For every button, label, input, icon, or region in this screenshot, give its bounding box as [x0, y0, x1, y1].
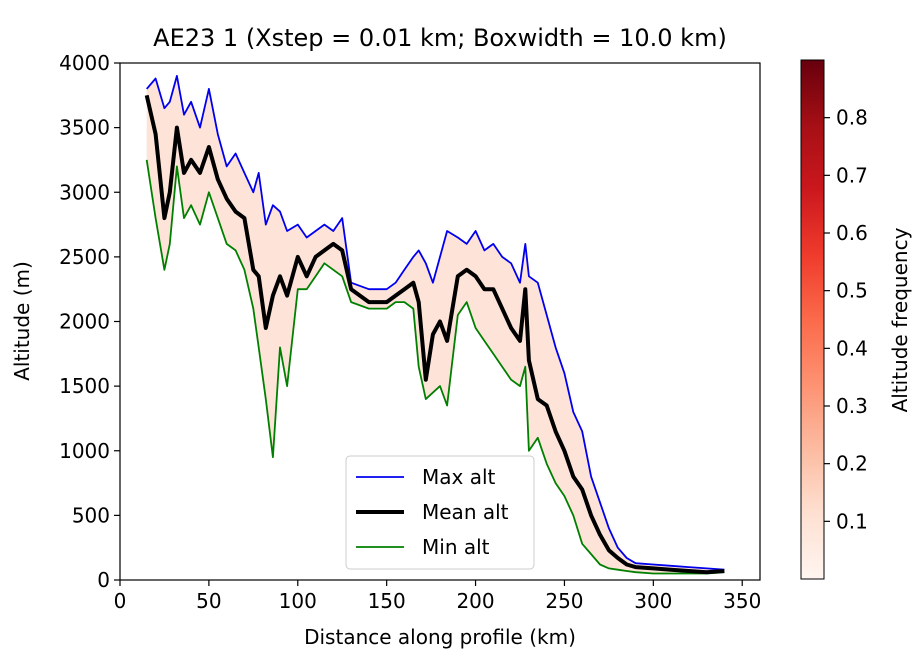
y-tick-label: 1000 [59, 439, 110, 463]
x-tick-label: 300 [634, 589, 672, 613]
x-tick-label: 200 [456, 589, 494, 613]
y-tick-label: 500 [72, 503, 110, 527]
y-axis-title: Altitude (m) [10, 261, 34, 381]
x-tick-label: 50 [196, 589, 221, 613]
colorbar-tick-label: 0.3 [836, 394, 868, 418]
legend: Max alt Mean alt Min alt [345, 455, 535, 570]
x-tick-label: 100 [279, 589, 317, 613]
y-tick-label: 3000 [59, 180, 110, 204]
y-tick-label: 2000 [59, 310, 110, 334]
legend-label: Max alt [422, 465, 496, 489]
colorbar-label: Altitude frequency [888, 227, 912, 412]
legend-box [345, 455, 535, 570]
x-tick-label: 150 [368, 589, 406, 613]
colorbar-tick-label: 0.6 [836, 221, 868, 245]
y-tick-label: 2500 [59, 245, 110, 269]
y-tick-label: 4000 [59, 51, 110, 75]
x-axis-title: Distance along profile (km) [304, 625, 576, 649]
series-line-max-alt [146, 75, 725, 571]
series-layer [144, 75, 725, 575]
colorbar-gradient [800, 59, 825, 580]
series-line-min-alt [145, 159, 725, 575]
y-axis: 0 500 1000 1500 2000 2500 3000 3500 4000 [59, 51, 120, 592]
colorbar-tick-label: 0.5 [836, 279, 868, 303]
frequency-band [146, 75, 725, 574]
colorbar-ticks: 0.1 0.2 0.3 0.4 0.5 0.6 0.7 0.8 [824, 106, 868, 533]
colorbar-tick-label: 0.2 [836, 452, 868, 476]
colorbar: 0.1 0.2 0.3 0.4 0.5 0.6 0.7 0.8 Altitude freque… [800, 59, 912, 580]
y-tick-label: 0 [97, 568, 110, 592]
colorbar-tick-label: 0.7 [836, 163, 868, 187]
chart-title: AE23 1 (Xstep = 0.01 km; Boxwidth = 10.0… [153, 24, 727, 52]
legend-label: Min alt [422, 535, 490, 559]
legend-label: Mean alt [422, 500, 509, 524]
y-tick-label: 1500 [59, 374, 110, 398]
x-tick-label: 350 [723, 589, 761, 613]
x-tick-label: 250 [545, 589, 583, 613]
plot-area [144, 75, 725, 575]
colorbar-tick-label: 0.1 [836, 509, 868, 533]
colorbar-tick-label: 0.8 [836, 106, 868, 130]
colorbar-tick-label: 0.4 [836, 336, 868, 360]
series-line-mean-alt [144, 94, 725, 575]
x-axis: 0 50 100 150 200 250 300 350 [114, 580, 761, 613]
y-tick-label: 3500 [59, 116, 110, 140]
x-tick-label: 0 [114, 589, 127, 613]
